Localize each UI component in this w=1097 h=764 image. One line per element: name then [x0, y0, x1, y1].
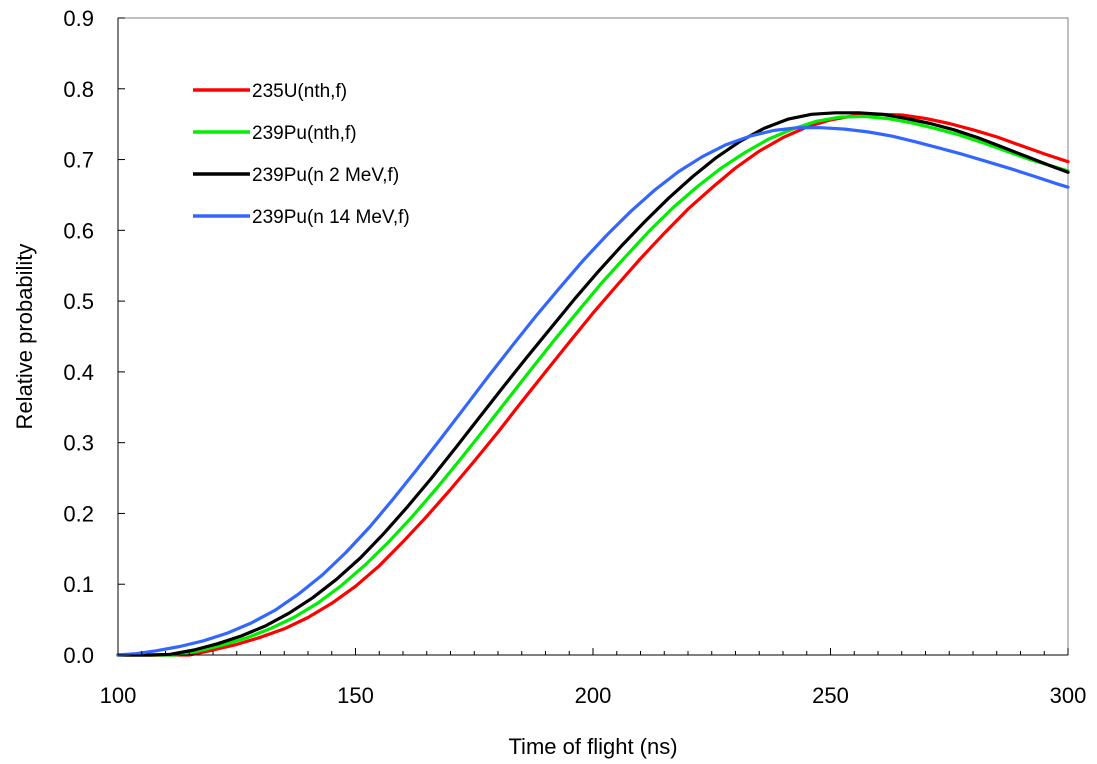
- legend-label-3: 239Pu(n 2 MeV,f): [252, 165, 399, 186]
- x-tick-label: 100: [100, 683, 137, 708]
- x-tick-label: 150: [337, 683, 374, 708]
- y-tick-label: 0.2: [63, 501, 94, 526]
- y-tick-label: 0.1: [63, 572, 94, 597]
- plot-area: [117, 17, 1069, 656]
- y-tick-label: 0.9: [63, 6, 94, 31]
- series-line-4: [116, 126, 1070, 657]
- legend-label-2: 239Pu(nth,f): [252, 123, 357, 144]
- series-line-3: [116, 111, 1070, 657]
- x-axis-title: Time of flight (ns): [508, 734, 677, 759]
- y-tick-label: 0.0: [63, 643, 94, 668]
- legend: 235U(nth,f) 239Pu(nth,f) 239Pu(n 2 MeV,f) 2…: [193, 81, 410, 228]
- x-tick-label: 250: [812, 683, 849, 708]
- x-tick-label: 300: [1050, 683, 1087, 708]
- legend-label-4: 239Pu(n 14 MeV,f): [252, 207, 410, 228]
- x-tick-label: 200: [575, 683, 612, 708]
- y-tick-label: 0.4: [63, 360, 94, 385]
- y-tick-label: 0.3: [63, 431, 94, 456]
- plot-frame: [117, 17, 1069, 656]
- series-layer: [116, 111, 1070, 657]
- y-tick-label: 0.8: [63, 77, 94, 102]
- axes-layer: 100 150 200 250 300 0.0 0.1 0.2 0.3 0.4 0.5 0.6 0.7 0…: [63, 6, 1086, 708]
- series-line-2: [116, 114, 1070, 657]
- y-axis-title: Relative probability: [12, 244, 37, 430]
- y-tick-label: 0.7: [63, 148, 94, 173]
- y-tick-label: 0.5: [63, 289, 94, 314]
- y-tick-label: 0.6: [63, 218, 94, 243]
- legend-label-1: 235U(nth,f): [252, 81, 347, 102]
- series-line-1: [116, 112, 1070, 657]
